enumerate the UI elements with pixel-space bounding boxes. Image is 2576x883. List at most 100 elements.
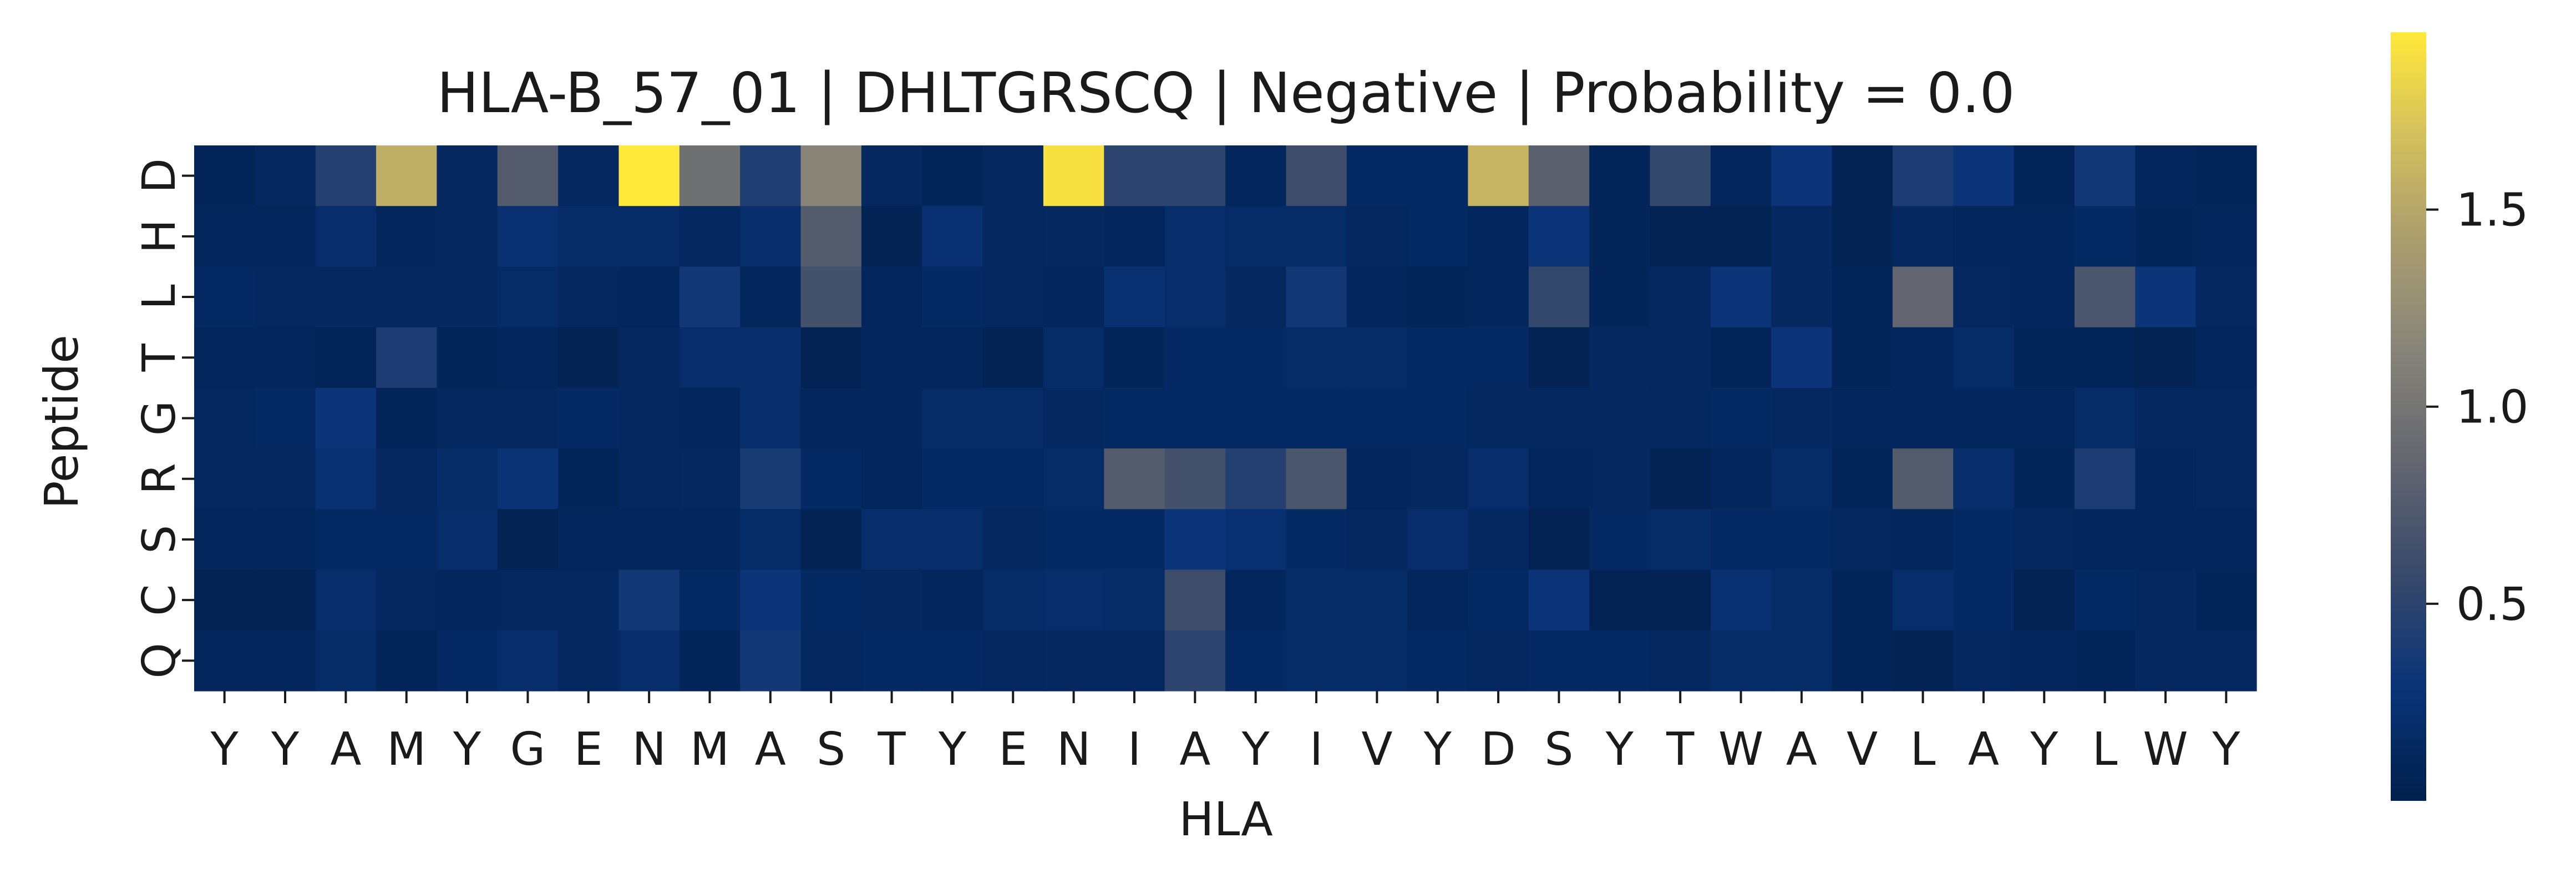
heatmap-cell	[1892, 569, 1954, 631]
heatmap-cell	[982, 630, 1044, 692]
heatmap-cell	[2195, 266, 2257, 328]
heatmap-cell	[1589, 206, 1651, 268]
heatmap-cell	[376, 206, 438, 268]
heatmap-cell	[1286, 387, 1347, 449]
heatmap-cell	[255, 206, 316, 268]
heatmap-cell	[679, 206, 741, 268]
heatmap-cell	[1407, 630, 1469, 692]
x-tick-label: I	[1310, 723, 1323, 776]
heatmap-cell	[922, 387, 983, 449]
x-tick-label: A	[1786, 723, 1817, 776]
heatmap-cell	[1346, 387, 1408, 449]
heatmap-cell	[1225, 145, 1286, 206]
heatmap-cell	[1043, 569, 1104, 631]
heatmap-cell	[2074, 266, 2136, 328]
heatmap-cell	[2135, 630, 2197, 692]
heatmap-cell	[1892, 448, 1954, 509]
y-axis-ticks: DH L TGR S CQ	[133, 158, 194, 679]
heatmap-cell	[922, 327, 983, 388]
heatmap-cell	[1225, 387, 1286, 449]
heatmap-cell	[1286, 448, 1347, 509]
heatmap-cell	[861, 145, 922, 206]
heatmap-cell	[1528, 327, 1590, 388]
heatmap-cell	[618, 509, 680, 571]
heatmap-cell	[800, 448, 862, 509]
heatmap-cell	[497, 509, 559, 571]
heatmap-cell	[497, 327, 559, 388]
heatmap-cell	[1043, 206, 1104, 268]
heatmap-cell	[2195, 387, 2257, 449]
heatmap-cell	[1953, 266, 2015, 328]
y-tick-label: H	[133, 219, 186, 254]
heatmap-cell	[1528, 569, 1590, 631]
heatmap-cell	[194, 327, 255, 388]
heatmap-cell	[376, 509, 438, 571]
heatmap-cell	[618, 266, 680, 328]
heatmap-cell	[1164, 206, 1226, 268]
heatmap-cell	[2135, 448, 2197, 509]
heatmap-cell	[1589, 387, 1651, 449]
heatmap-cell	[497, 266, 559, 328]
heatmap-cell	[2135, 509, 2197, 571]
heatmap-cell	[2014, 266, 2075, 328]
heatmap-cell	[558, 569, 620, 631]
heatmap-cell	[1164, 266, 1226, 328]
heatmap-cell	[1286, 206, 1347, 268]
heatmap-cell	[194, 569, 255, 631]
heatmap-cell	[255, 145, 316, 206]
heatmap-cell	[1710, 327, 1772, 388]
x-tick-label: V	[1847, 723, 1878, 776]
heatmap-cell	[1043, 145, 1104, 206]
x-tick-label: I	[1128, 723, 1141, 776]
heatmap-cell	[376, 448, 438, 509]
heatmap-cell	[255, 387, 316, 449]
heatmap-cell	[800, 145, 862, 206]
heatmap-cell	[1346, 630, 1408, 692]
x-tick-label: W	[2143, 723, 2188, 776]
heatmap-cell	[2074, 145, 2136, 206]
heatmap-cell	[861, 327, 922, 388]
heatmap-cell	[740, 630, 802, 692]
y-axis-label: Peptide	[34, 335, 89, 509]
heatmap-cell	[800, 266, 862, 328]
colorbar-tick-label: 1.0	[2456, 381, 2528, 434]
heatmap-cell	[315, 509, 377, 571]
heatmap-cell	[1953, 630, 2015, 692]
heatmap-cell	[800, 509, 862, 571]
heatmap-cell	[497, 569, 559, 631]
heatmap-cell	[1468, 509, 1529, 571]
heatmap-cell	[1650, 448, 1711, 509]
heatmap-cell	[861, 569, 922, 631]
heatmap-cell	[2074, 206, 2136, 268]
heatmap-cell	[1468, 387, 1529, 449]
y-tick-label: G	[133, 401, 186, 436]
heatmap-cell	[1225, 509, 1286, 571]
heatmap-cell	[1346, 145, 1408, 206]
heatmap-cell	[1286, 145, 1347, 206]
x-tick-label: N	[1057, 723, 1091, 776]
heatmap-cell	[2014, 509, 2075, 571]
heatmap-cell	[2135, 206, 2197, 268]
x-tick-label: N	[632, 723, 666, 776]
heatmap-cell	[1407, 327, 1469, 388]
heatmap-cell	[1346, 509, 1408, 571]
heatmap-cell	[982, 509, 1044, 571]
heatmap-cell	[497, 630, 559, 692]
heatmap-cell	[1953, 206, 2015, 268]
heatmap-cell	[1043, 448, 1104, 509]
heatmap-cell	[740, 145, 802, 206]
heatmap-cell	[1771, 206, 1833, 268]
heatmap-cell	[618, 387, 680, 449]
x-tick-label: Y	[1241, 723, 1270, 776]
x-tick-label: V	[1361, 723, 1392, 776]
y-tick-label: C	[133, 584, 186, 616]
heatmap-cell	[1832, 387, 1893, 449]
heatmap-cell	[1528, 266, 1590, 328]
heatmap-cell	[1710, 387, 1772, 449]
heatmap-cell	[1832, 266, 1893, 328]
heatmap-cell	[376, 327, 438, 388]
heatmap-cell	[1892, 387, 1954, 449]
heatmap-cell	[740, 266, 802, 328]
heatmap-cell	[1104, 448, 1165, 509]
